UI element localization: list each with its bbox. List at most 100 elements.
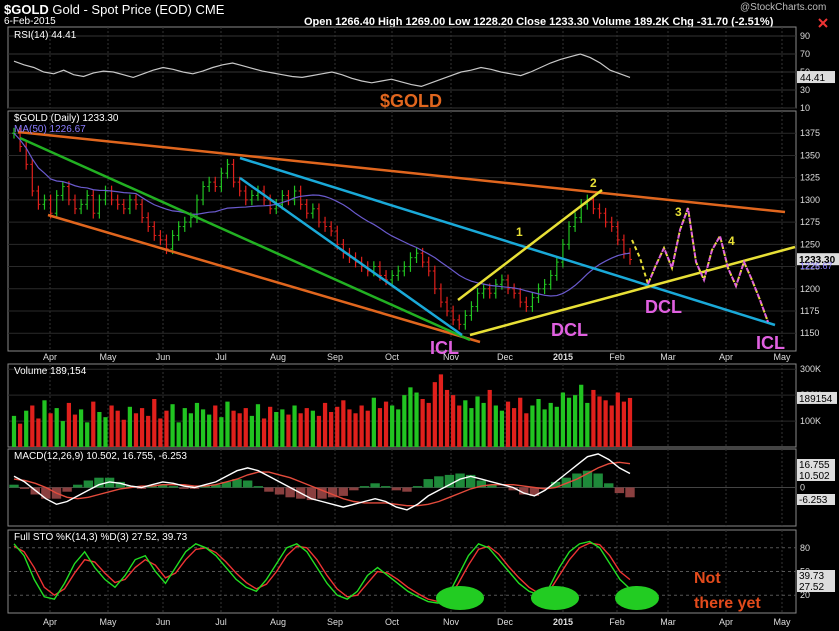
macd-histogram-bar xyxy=(62,487,72,492)
price-close-label: 1233.30 xyxy=(799,255,836,266)
macd-histogram-bar xyxy=(9,484,19,488)
projected-path-violet xyxy=(647,207,769,323)
macd-value-box xyxy=(797,470,835,481)
macd-value-box xyxy=(797,494,835,505)
volume-bar xyxy=(225,401,230,447)
macd-histogram-bar xyxy=(582,470,593,488)
volume-bar xyxy=(11,415,17,447)
macd-layer xyxy=(9,453,635,511)
rsi-y-tick: 70 xyxy=(800,49,810,59)
volume-bar xyxy=(390,405,395,447)
x-tick-label-price: Sep xyxy=(327,352,343,362)
oversold-ovals xyxy=(436,586,659,610)
sto-value-label: 27.52 xyxy=(799,582,824,593)
volume-bar xyxy=(152,399,157,447)
x-tick-label-price: Oct xyxy=(385,352,400,362)
volume-title: Volume 189,154 xyxy=(14,366,87,377)
not-there-yet-line1: Not xyxy=(694,570,721,587)
x-tick-label-price: Apr xyxy=(43,352,57,362)
volume-value-box xyxy=(797,391,837,404)
macd-histogram-bar xyxy=(349,487,359,491)
sto-y-tick: 80 xyxy=(800,543,810,553)
macd-signal-line xyxy=(13,461,631,507)
volume-bar xyxy=(268,406,273,447)
sto-value-box xyxy=(797,581,835,592)
dcl-label-1: DCL xyxy=(551,320,588,340)
price-close-box xyxy=(797,253,839,266)
volume-bar xyxy=(219,417,224,447)
x-tick-label-bottom: Aug xyxy=(270,617,286,627)
volume-bar xyxy=(463,400,468,447)
volume-bar xyxy=(487,389,492,447)
volume-bar xyxy=(164,410,169,447)
rsi-value-label: 44.41 xyxy=(800,73,825,84)
volume-bar xyxy=(585,402,590,447)
volume-bar xyxy=(146,415,151,447)
price-y-tick: 1175 xyxy=(800,306,819,316)
volume-bar xyxy=(426,402,431,447)
volume-y-tick: 300K xyxy=(800,364,821,374)
volume-bar xyxy=(97,411,102,447)
icl-right-label: ICL xyxy=(756,333,785,353)
volume-bar xyxy=(304,408,309,447)
volume-layer xyxy=(11,374,633,447)
price-layer xyxy=(12,127,632,330)
volume-bar xyxy=(475,396,480,447)
volume-bar xyxy=(176,422,181,447)
volume-bar xyxy=(554,406,559,447)
x-tick-label-price: Jun xyxy=(156,352,171,362)
volume-bar xyxy=(518,397,523,447)
sto-y-tick: 20 xyxy=(800,590,810,600)
volume-bar xyxy=(603,400,608,447)
volume-bar xyxy=(451,395,456,447)
symbol-title: $GOLD Gold - Spot Price (EOD) CME xyxy=(4,2,224,17)
macd-histogram-bar xyxy=(338,487,348,496)
price-y-tick: 1325 xyxy=(800,173,820,183)
dcl-label-2: DCL xyxy=(645,297,682,317)
x-tick-label-price: Mar xyxy=(660,352,676,362)
sto-d-line xyxy=(13,542,631,603)
close-icon[interactable] xyxy=(818,18,828,28)
oval-dec xyxy=(531,586,579,610)
instrument-name: Gold - Spot Price (EOD) xyxy=(52,2,192,17)
volume-bar xyxy=(566,397,572,447)
volume-bar xyxy=(341,400,346,447)
macd-histogram-bar xyxy=(465,474,476,488)
macd-histogram-bar xyxy=(370,483,380,488)
volume-bar xyxy=(512,408,517,447)
rsi-y-tick: 30 xyxy=(800,85,810,95)
price-title: $GOLD (Daily) 1233.30 xyxy=(14,113,119,124)
x-tick-label-bottom: May xyxy=(773,617,791,627)
volume-bar xyxy=(231,410,236,447)
wave-3-label: 3 xyxy=(675,205,682,219)
macd-histogram-bar xyxy=(519,487,529,495)
wave-2-label: 2 xyxy=(590,176,597,190)
yellow-upper-channel xyxy=(457,189,603,301)
trendline-layer xyxy=(17,130,796,344)
x-tick-label-price: Feb xyxy=(609,352,625,362)
macd-histogram-bar xyxy=(476,480,487,488)
volume-bar xyxy=(261,418,267,447)
macd-value-label: -6.253 xyxy=(799,495,828,506)
volume-bar xyxy=(194,402,200,447)
volume-bar xyxy=(237,413,242,447)
macd-histogram-bar xyxy=(41,487,51,499)
x-tick-label-bottom: 2015 xyxy=(553,617,573,627)
oval-feb xyxy=(615,586,659,610)
x-tick-label-bottom: Nov xyxy=(443,617,460,627)
ma-value-label: 1226.67 xyxy=(800,261,833,271)
volume-bar xyxy=(420,399,425,447)
macd-histogram-bar xyxy=(179,487,189,489)
oval-nov xyxy=(436,586,484,610)
yellow-lower-channel xyxy=(469,245,796,337)
x-tick-label-bottom: Apr xyxy=(43,617,57,627)
macd-histogram-bar xyxy=(232,479,242,488)
macd-zero-tick: 0 xyxy=(800,483,805,493)
price-y-tick: 1275 xyxy=(800,217,820,227)
rsi-y-tick: 90 xyxy=(800,31,810,41)
macd-histogram-bar xyxy=(444,474,455,488)
volume-bar xyxy=(249,415,254,447)
x-tick-label-price: Aug xyxy=(270,352,286,362)
volume-bar xyxy=(396,409,401,447)
macd-histogram-bar xyxy=(264,487,274,492)
